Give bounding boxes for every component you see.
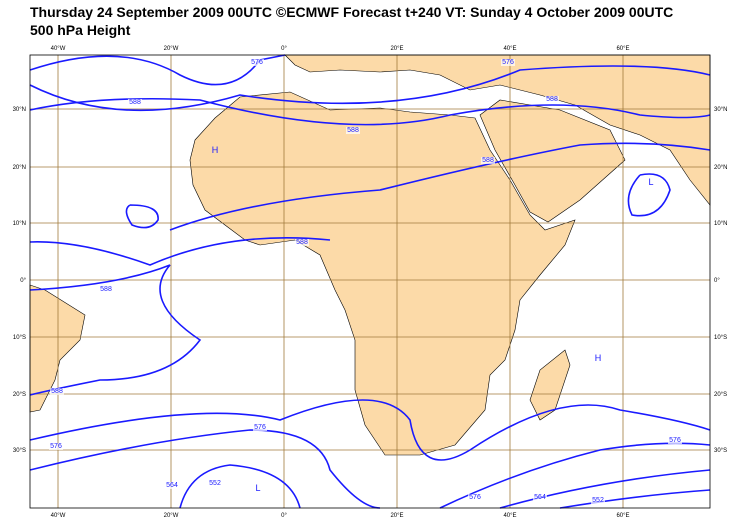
lon-label: 40°W [51, 46, 66, 52]
contour-label: 588 [482, 157, 494, 164]
lat-label: 10°S [714, 335, 727, 341]
contour-label-bg [49, 443, 63, 450]
contour-label: 564 [166, 482, 178, 489]
contour [29, 65, 711, 112]
contour-label-bg [533, 494, 547, 501]
lon-label: 40°E [503, 46, 516, 52]
contour [559, 489, 711, 509]
contour [29, 97, 711, 126]
madagascar [529, 349, 571, 421]
contour-label: 588 [296, 239, 308, 246]
contour-label-bg [50, 388, 64, 395]
contour [29, 429, 381, 509]
contour-label: 552 [209, 480, 221, 487]
contour-label-bg [591, 497, 605, 504]
land [29, 54, 711, 456]
frame [29, 54, 711, 509]
lon-label: 60°E [616, 513, 629, 519]
contour-label-bg [481, 157, 495, 164]
africa [189, 91, 576, 456]
lat-label: 20°S [714, 392, 727, 398]
lon-label: 20°E [390, 513, 403, 519]
lat-label: 20°N [714, 165, 727, 171]
contour-label-bg [165, 482, 179, 489]
lat-label: 20°N [13, 165, 26, 171]
lat-label: 0° [20, 278, 26, 284]
contour-label: 588 [51, 388, 63, 395]
contour [169, 142, 711, 231]
lon-label: 0° [281, 46, 287, 52]
contour [499, 469, 711, 509]
contour-label-bg [99, 286, 113, 293]
contour [29, 399, 711, 461]
contour [29, 264, 202, 396]
contour [29, 54, 286, 86]
contour-label: 588 [129, 99, 141, 106]
contour-label: 576 [669, 437, 681, 444]
contour [29, 236, 331, 266]
contour-label: 576 [50, 443, 62, 450]
contours [29, 54, 711, 509]
contour-label: 576 [251, 59, 263, 66]
lat-label: 30°N [13, 107, 26, 113]
contour [627, 173, 671, 217]
contour-label: 588 [100, 286, 112, 293]
lon-label: 20°W [164, 46, 179, 52]
lat-label: 30°S [714, 448, 727, 454]
contour-label: 576 [254, 424, 266, 431]
contour-label: 576 [502, 59, 514, 66]
pressure-center: H [595, 353, 602, 363]
contour-label: 588 [546, 96, 558, 103]
lat-label: 30°S [13, 448, 26, 454]
contour [125, 204, 159, 229]
pressure-center: L [648, 177, 653, 187]
contour-label: 552 [592, 497, 604, 504]
contour-label-bg [501, 59, 515, 66]
contour-label: 564 [534, 494, 546, 501]
lat-label: 0° [714, 278, 720, 284]
lon-label: 60°E [616, 46, 629, 52]
lat-label: 10°N [714, 221, 727, 227]
lon-label: 20°W [164, 513, 179, 519]
subtitle: 500 hPa Height [30, 22, 131, 38]
pressure-center: H [212, 145, 219, 155]
labels: 40°W 40°W 20°W 20°W 0° 0° 20°E 20°E 40°E 40°E 60°E… [13, 46, 728, 519]
contour-label-bg [250, 59, 264, 66]
lat-label: 20°S [13, 392, 26, 398]
contour-label-bg [128, 99, 142, 106]
contour-label-bg [545, 96, 559, 103]
contour-label-bg [253, 424, 267, 431]
contour [179, 464, 301, 509]
pressure-center: L [255, 483, 260, 493]
contour-label: 576 [469, 494, 481, 501]
contour-label-bg [295, 239, 309, 246]
title: Thursday 24 September 2009 00UTC ©ECMWF … [30, 4, 674, 20]
contour-label-bg [668, 437, 682, 444]
contour-label-bg [208, 480, 222, 487]
contour-label: 588 [347, 127, 359, 134]
arabia [479, 99, 626, 223]
lon-label: 0° [281, 513, 287, 519]
lat-label: 10°S [13, 335, 26, 341]
lon-label: 40°E [503, 513, 516, 519]
lon-label: 20°E [390, 46, 403, 52]
lat-label: 10°N [13, 221, 26, 227]
eurasia [284, 54, 711, 206]
lat-label: 30°N [714, 107, 727, 113]
contour-label-bg [468, 494, 482, 501]
contour-label-bg [346, 127, 360, 134]
graticule [30, 55, 710, 508]
lon-label: 40°W [51, 513, 66, 519]
